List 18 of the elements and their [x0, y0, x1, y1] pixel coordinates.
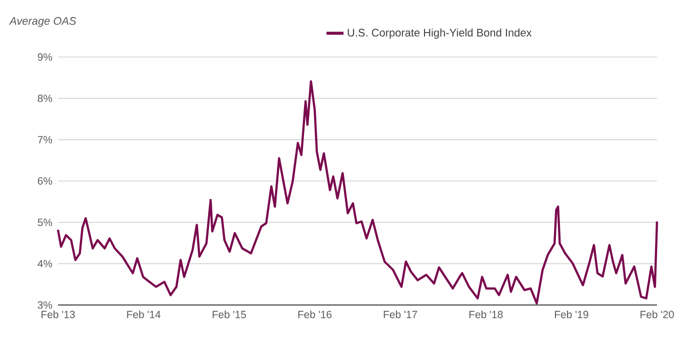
y-tick-label: 7%	[38, 136, 52, 144]
x-tick-label: Feb '14	[127, 310, 161, 318]
y-tick-label: 9%	[38, 53, 52, 61]
x-tick-label: Feb '13	[42, 310, 75, 318]
line-series	[56, 80, 658, 304]
x-tick-label: Feb '17	[384, 310, 418, 318]
legend-label: U.S. Corporate High-Yield Bond Index	[348, 28, 532, 39]
y-tick-label: 6%	[38, 177, 52, 185]
y-tick-label: 8%	[38, 94, 52, 102]
x-tick-label: Feb '19	[555, 310, 588, 318]
x-tick-label: Feb '18	[469, 310, 503, 318]
y-axis-title: Average OAS	[8, 17, 76, 27]
y-tick-label: 5%	[38, 218, 52, 226]
x-tick-label: Feb '15	[212, 310, 246, 318]
x-tick-label: Feb '20	[640, 310, 674, 318]
y-tick-label: 4%	[38, 260, 52, 268]
y-tick-label: 3%	[38, 301, 52, 309]
x-tick-label: Feb '16	[298, 310, 332, 318]
